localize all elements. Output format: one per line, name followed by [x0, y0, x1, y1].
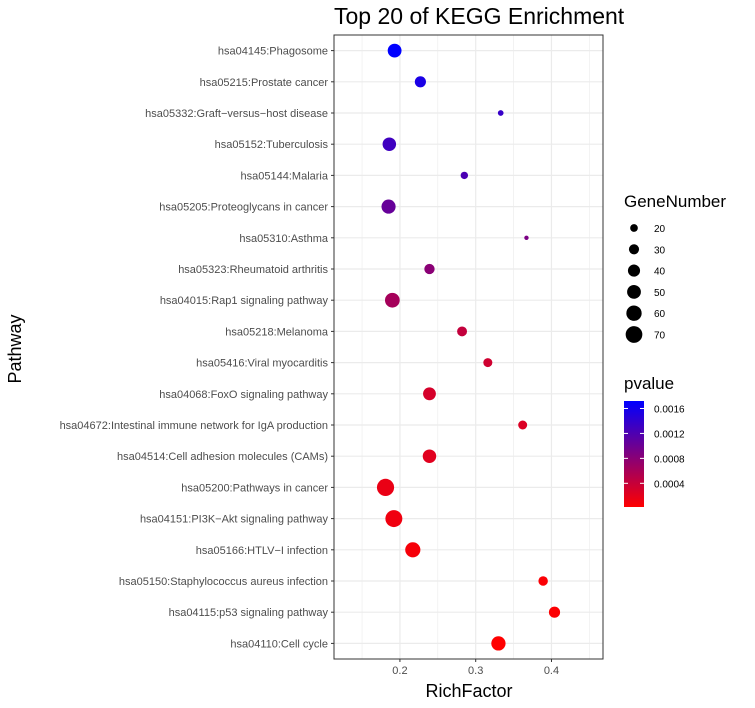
y-axis-title: Pathway: [5, 314, 25, 383]
size-legend-key: [628, 244, 640, 255]
y-tick-label: hsa04514:Cell adhesion molecules (CAMs): [117, 451, 328, 463]
y-tick-label: hsa04110:Cell cycle: [230, 638, 328, 650]
data-point: [518, 420, 528, 430]
data-point: [491, 636, 506, 651]
size-legend-label: 70: [654, 331, 666, 342]
pvalue-colorbar: [624, 401, 644, 507]
y-tick-label: hsa04672:Intestinal immune network for I…: [60, 420, 328, 432]
colorbar-label: 0.0008: [654, 454, 685, 465]
data-point: [423, 387, 436, 401]
data-point: [538, 576, 548, 586]
y-tick-label: hsa05205:Proteoglycans in cancer: [159, 202, 328, 214]
data-point: [384, 292, 400, 308]
y-tick-label: hsa05200:Pathways in cancer: [181, 482, 328, 494]
y-tick-label: hsa05332:Graft−versus−host disease: [145, 108, 328, 120]
data-point: [385, 510, 403, 528]
size-legend-label: 60: [654, 309, 666, 320]
panel-background: [334, 35, 603, 659]
y-axis-ticks: hsa04145:Phagosome hsa05215:Prostate canc…: [60, 46, 334, 650]
y-tick-label: hsa04115:p53 signaling pathway: [169, 607, 329, 619]
x-tick-label: 0.3: [468, 665, 483, 677]
data-point: [524, 235, 529, 240]
data-point: [422, 449, 437, 463]
size-legend-label: 30: [654, 245, 666, 256]
y-tick-label: hsa05144:Malaria: [241, 170, 329, 182]
gene-number-legend-title: GeneNumber: [624, 192, 726, 211]
x-axis-title: RichFactor: [425, 681, 512, 701]
y-tick-label: hsa04068:FoxO signaling pathway: [159, 389, 328, 401]
y-tick-label: hsa05150:Staphylococcus aureus infection: [119, 576, 328, 588]
size-legend-key: [626, 305, 642, 321]
pvalue-legend: pvalue 0.0004 0.0008 0.0012 0.0016: [624, 374, 685, 507]
y-tick-label: hsa04145:Phagosome: [218, 46, 328, 58]
x-tick-label: 0.2: [392, 665, 407, 677]
data-point: [460, 171, 469, 180]
colorbar-label: 0.0004: [654, 479, 685, 490]
data-point: [376, 478, 395, 496]
colorbar-label: 0.0012: [654, 429, 685, 440]
panel-border: [333, 34, 604, 660]
size-legend-label: 40: [654, 267, 666, 278]
y-tick-label: hsa05310:Asthma: [239, 233, 329, 245]
gene-number-legend: GeneNumber 20 30 40 50 60 70: [624, 192, 726, 343]
y-tick-label: hsa05323:Rheumatoid arthritis: [178, 264, 328, 276]
data-point: [483, 358, 493, 368]
y-tick-label: hsa05166:HTLV−I infection: [196, 545, 328, 557]
y-tick-label: hsa05218:Melanoma: [225, 326, 329, 338]
size-legend-key: [630, 224, 638, 232]
data-point: [414, 76, 426, 88]
data-point: [387, 43, 402, 58]
data-point: [457, 326, 468, 337]
y-tick-label: hsa04151:PI3K−Akt signaling pathway: [140, 514, 329, 526]
data-point: [497, 110, 504, 116]
data-point: [405, 542, 421, 558]
data-point: [381, 199, 396, 214]
data-point: [382, 137, 397, 151]
data-points: [376, 43, 561, 651]
size-legend-key: [625, 326, 643, 343]
data-point: [548, 606, 561, 618]
colorbar-label: 0.0016: [654, 404, 685, 415]
grid-lines: [333, 34, 604, 660]
size-legend-label: 50: [654, 288, 666, 299]
y-tick-label: hsa04015:Rap1 signaling pathway: [160, 295, 329, 307]
size-legend-key: [627, 264, 641, 277]
y-tick-label: hsa05215:Prostate cancer: [200, 77, 329, 89]
y-tick-label: hsa05416:Viral myocarditis: [196, 358, 328, 370]
x-axis-ticks: 0.2 0.3 0.4: [392, 659, 559, 677]
data-point: [424, 263, 435, 275]
size-legend-key: [627, 284, 641, 299]
x-tick-label: 0.4: [544, 665, 559, 677]
pvalue-legend-title: pvalue: [624, 374, 674, 393]
y-tick-label: hsa05152:Tuberculosis: [215, 139, 329, 151]
size-legend-label: 20: [654, 224, 666, 235]
chart-title: Top 20 of KEGG Enrichment: [334, 3, 625, 29]
plot-panel: [334, 35, 603, 659]
